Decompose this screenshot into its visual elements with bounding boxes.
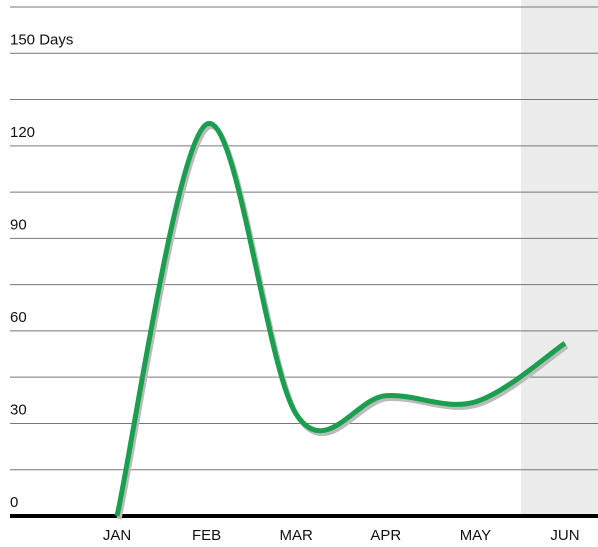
y-tick-label: 30 bbox=[10, 401, 27, 418]
y-tick-label: 120 bbox=[10, 124, 35, 141]
line bbox=[114, 121, 567, 517]
x-tick-label: MAY bbox=[460, 527, 491, 544]
x-tick-label: JAN bbox=[103, 527, 131, 544]
highlight-band bbox=[521, 0, 598, 516]
x-tick-label: JUN bbox=[550, 527, 579, 544]
line-shadow bbox=[116, 124, 569, 520]
y-tick-label: 60 bbox=[10, 309, 27, 326]
y-tick-label: 0 bbox=[10, 494, 18, 511]
y-tick-label: 150 Days bbox=[10, 31, 73, 48]
x-tick-label: MAR bbox=[280, 527, 314, 544]
x-tick-label: APR bbox=[370, 527, 401, 544]
x-tick-label: FEB bbox=[192, 527, 221, 544]
y-tick-label: 90 bbox=[10, 216, 27, 233]
